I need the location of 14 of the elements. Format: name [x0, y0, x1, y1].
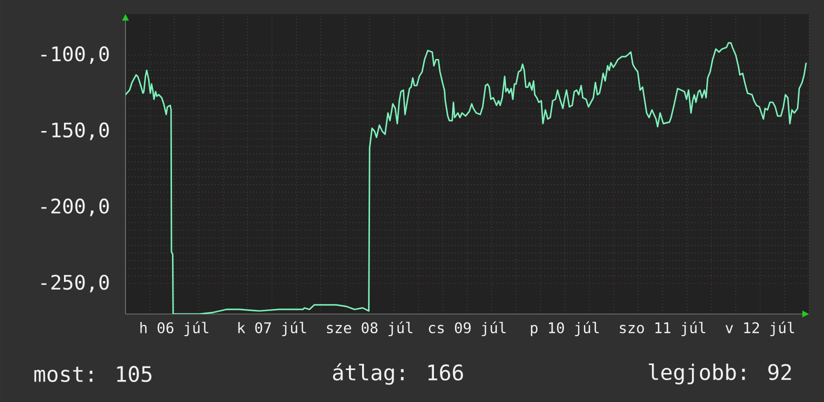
- x-tick-label: v 12 júl: [726, 321, 794, 336]
- text: most: 105: [34, 366, 152, 382]
- y-tick-label: -150,0: [41, 122, 109, 140]
- y-tick-label: -250,0: [41, 274, 109, 292]
- x-tick-label: szo 11 júl: [620, 321, 706, 336]
- x-tick-label: h 06 júl: [140, 321, 208, 336]
- x-tick-label: sze 08 júl: [326, 321, 412, 336]
- x-tick-label: cs 09 júl: [428, 321, 506, 336]
- text: legjobb: 92: [648, 364, 791, 384]
- x-tick-label: p 10 júl: [530, 321, 599, 336]
- x-tick-label: k 07 júl: [238, 321, 306, 336]
- text: átlag: 166: [333, 363, 463, 385]
- y-tick-label: -100,0: [41, 46, 109, 64]
- y-tick-label: -200,0: [41, 198, 109, 216]
